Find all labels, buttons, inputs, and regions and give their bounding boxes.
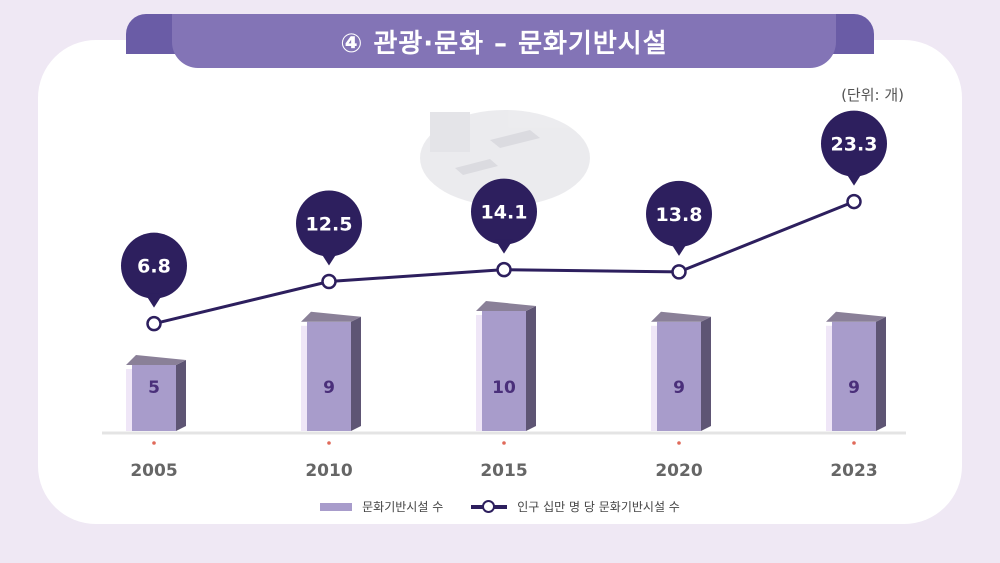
x-tick-label: 2015 [480,461,527,481]
chart-title: ④ 관광·문화 – 문화기반시설 [172,14,836,68]
value-bubble-2005: 6.8 [121,232,187,308]
legend: 문화기반시설 수 인구 십만 명 당 문화기반시설 수 [0,498,1000,515]
bar-value-label: 9 [848,378,860,398]
line-point-2015 [496,261,512,278]
x-tick-label: 2010 [305,461,352,481]
bar-2023: 9 [826,311,886,431]
line-value-label: 13.8 [656,204,703,226]
line-value-label: 6.8 [137,256,171,278]
line-value-label: 23.3 [831,134,878,156]
x-tick-2015 [502,441,506,445]
x-tick-2023 [852,441,856,445]
line-point-2023 [846,193,862,210]
bar-2020: 9 [651,311,711,431]
line-point-2005 [146,315,162,332]
x-tick-2020 [677,441,681,445]
legend-bar-label: 문화기반시설 수 [362,500,444,514]
airport-illustration [420,110,590,206]
bar-value-label: 10 [492,378,516,398]
x-tick-2005 [152,441,156,445]
legend-item-line: 인구 십만 명 당 문화기반시설 수 [471,498,680,515]
line-value-label: 14.1 [481,202,528,224]
bar-value-label: 5 [148,378,160,398]
bar-value-label: 9 [673,378,685,398]
legend-line-swatch [471,499,508,514]
line-point-2010 [321,273,337,290]
x-tick-label: 2023 [830,461,877,481]
legend-line-label: 인구 십만 명 당 문화기반시설 수 [517,500,680,514]
line-value-label: 12.5 [306,214,353,236]
legend-bar-swatch [320,502,353,511]
x-tick-label: 2020 [655,461,702,481]
value-bubble-2023: 23.3 [821,110,887,186]
unit-label: (단위: 개) [841,86,904,104]
line-point-2020 [671,264,687,280]
x-tick-2010 [327,441,331,445]
value-bubble-2020: 13.8 [646,180,712,256]
bar-2005: 5 [126,355,186,431]
bar-value-label: 9 [323,378,335,398]
value-bubble-2015: 14.1 [471,178,537,254]
bar-2015: 10 [476,301,536,431]
legend-item-bar: 문화기반시설 수 [320,498,443,515]
value-bubble-2010: 12.5 [296,190,362,266]
chart-card [38,40,962,524]
x-tick-label: 2005 [130,461,177,481]
bar-2010: 9 [301,311,361,431]
